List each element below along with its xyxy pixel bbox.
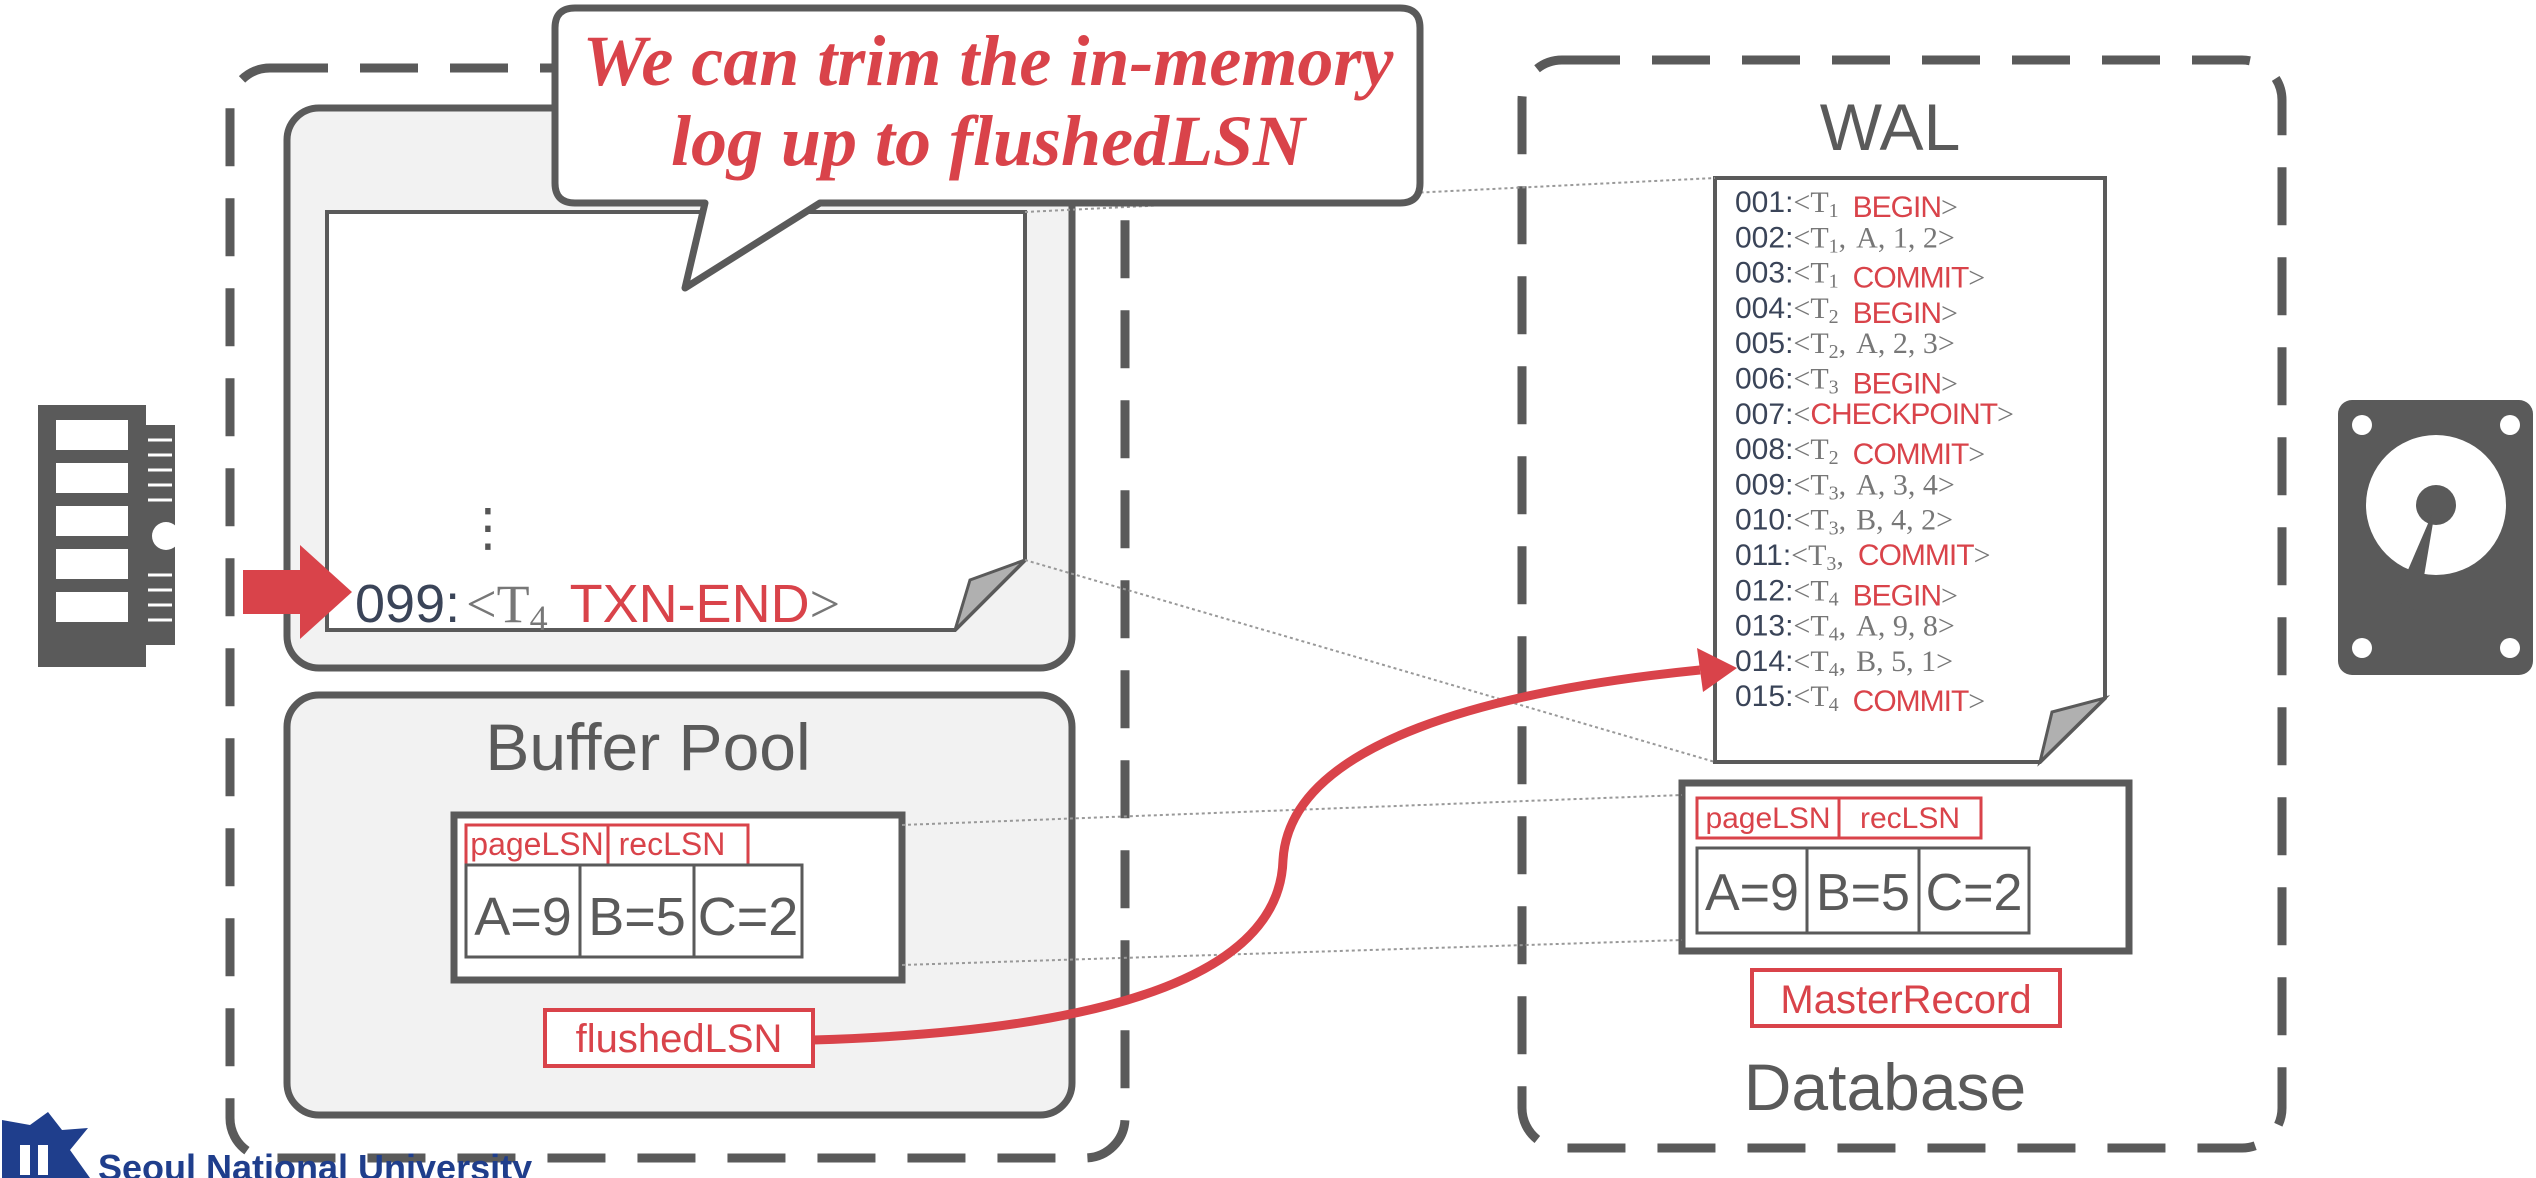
callout-line-1: We can trim the in-memory	[583, 21, 1395, 101]
university-name: Seoul National University	[98, 1147, 532, 1178]
wal-page-fold	[2037, 695, 2111, 767]
wal-entries: 001:<T1 BEGIN>002:<T1, A, 1, 2>003:<T1 COMM…	[1735, 186, 2014, 718]
master-record-label: MasterRecord	[1780, 978, 2031, 1022]
buffer-cell-c-value: C=2	[698, 887, 799, 947]
log-tail-arrow	[243, 545, 352, 639]
wal-entry: 007:<CHECKPOINT>	[1735, 398, 2014, 431]
wal-entry: 005:<T2, A, 2, 3>	[1735, 327, 1955, 363]
memory-log-entry: 099: <T4 TXN-END>	[355, 574, 840, 638]
wal-entry: 009:<T3, A, 3, 4>	[1735, 468, 1955, 504]
database-region	[1517, 55, 2287, 1153]
buffer-cell-a-value: A=9	[474, 887, 572, 947]
wal-entry: 013:<T4, A, 9, 8>	[1735, 610, 1955, 646]
flushed-lsn-arrow	[812, 665, 1701, 1045]
wal-entry: 015:<T4 COMMIT>	[1735, 680, 1985, 718]
wal-entry: 002:<T1, A, 1, 2>	[1735, 221, 1955, 257]
log-ellipsis: ⋮	[462, 498, 514, 558]
wal-entry: 001:<T1 BEGIN>	[1735, 186, 1958, 224]
hard-disk-icon	[2338, 400, 2533, 675]
wal-entry: 006:<T3 BEGIN>	[1735, 363, 1958, 401]
snu-logo-icon	[2, 1112, 90, 1178]
wal-title: WAL	[1820, 90, 1961, 164]
buffer-cell-c	[692, 863, 804, 959]
callout-line-2: log up to flushedLSN	[671, 101, 1308, 181]
buffer-pool-title: Buffer Pool	[485, 710, 810, 784]
buffer-cell-b	[578, 863, 696, 959]
log-page	[325, 210, 1027, 632]
db-cell-a	[1695, 846, 1809, 935]
flushed-lsn-arrowhead	[1697, 648, 1737, 692]
buffer-cell-a	[464, 863, 582, 959]
db-cell-c-value: C=2	[1926, 864, 2023, 922]
db-pagelsn-label: pageLSN	[1705, 802, 1830, 835]
db-pagelsn-tab	[1695, 796, 1841, 840]
wal-entry: 004:<T2 BEGIN>	[1735, 292, 1958, 330]
wal-entry: 010:<T3, B, 4, 2>	[1735, 504, 1953, 540]
memory-log-lsn: 099	[355, 574, 445, 634]
db-reclsn-tab	[1837, 796, 1983, 840]
db-cell-c	[1917, 846, 2031, 935]
flushed-lsn-label: flushedLSN	[576, 1017, 783, 1061]
buffer-pagelsn-label: pageLSN	[470, 826, 603, 862]
buffer-reclsn-label: recLSN	[619, 826, 726, 862]
wal-entry: 011:<T3, COMMIT>	[1735, 539, 1990, 575]
database-title: Database	[1744, 1050, 2027, 1124]
ram-chip-icon	[38, 405, 180, 667]
master-record-box	[1750, 968, 2062, 1028]
db-reclsn-label: recLSN	[1860, 802, 1960, 835]
callout-bubble	[551, 4, 1424, 292]
db-cell-a-value: A=9	[1705, 864, 1799, 922]
log-page-fold	[953, 558, 1027, 632]
wal-entry: 014:<T4, B, 5, 1>	[1735, 645, 1953, 681]
wal-entry: 003:<T1 COMMIT>	[1735, 257, 1985, 295]
buffer-cell-b-value: B=5	[588, 887, 686, 947]
memory-log-keyword: TXN-END	[570, 574, 810, 634]
db-cell-b-value: B=5	[1816, 864, 1910, 922]
wal-entry: 012:<T4 BEGIN>	[1735, 574, 1958, 612]
wal-entry: 008:<T2 COMMIT>	[1735, 433, 1985, 471]
